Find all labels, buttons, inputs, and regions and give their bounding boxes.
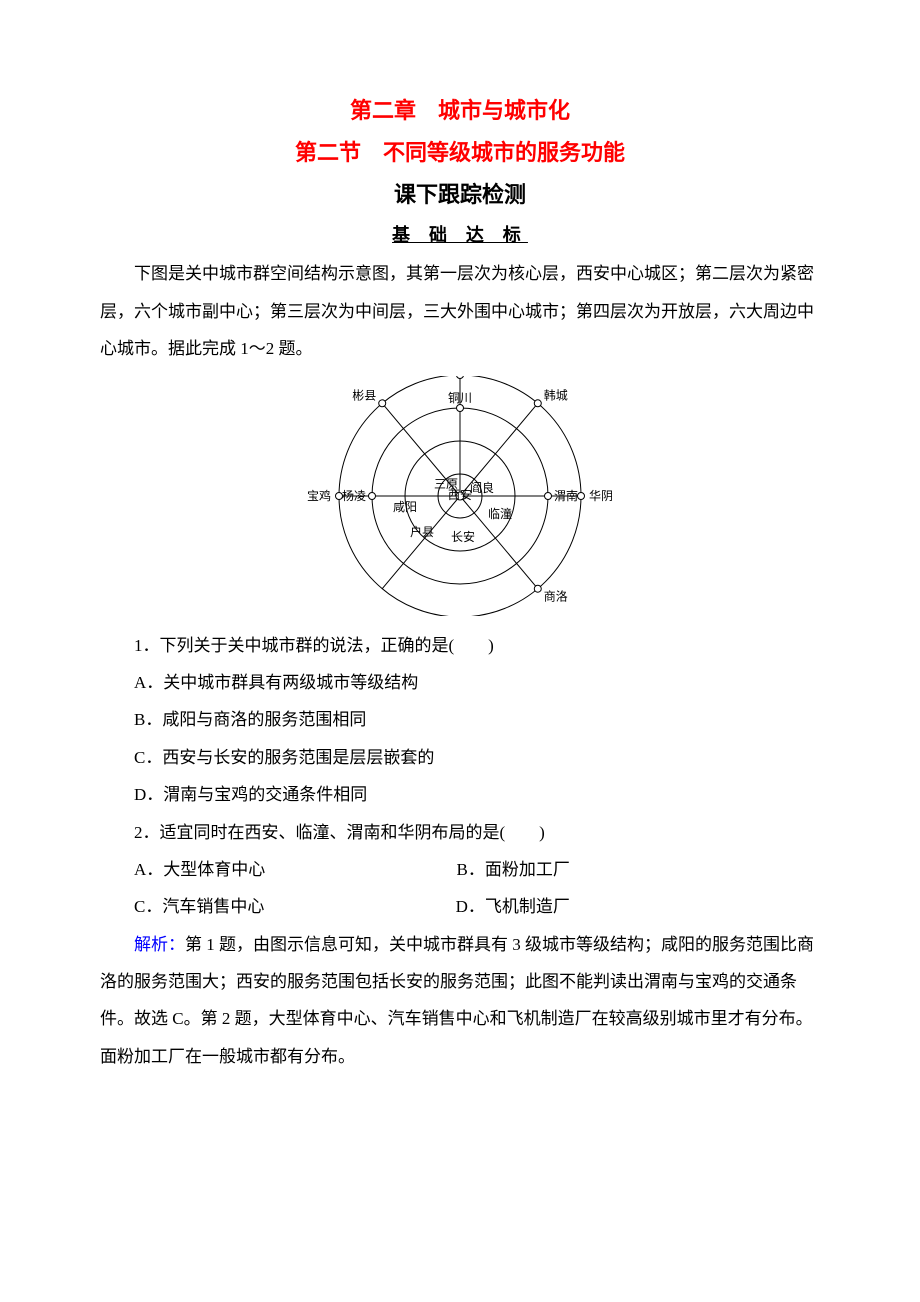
svg-text:彬县: 彬县 (352, 388, 376, 402)
q2-opt-c: C．汽车销售中心 (134, 897, 264, 916)
svg-text:户县: 户县 (410, 524, 434, 539)
q2-opt-d: D．飞机制造厂 (422, 888, 570, 925)
svg-text:渭南: 渭南 (554, 488, 578, 503)
svg-text:咸阳: 咸阳 (393, 500, 417, 514)
q1-opt-b: B．咸阳与商洛的服务范围相同 (100, 701, 820, 738)
q2-stem: 2．适宜同时在西安、临潼、渭南和华阴布局的是( ) (100, 814, 820, 851)
svg-text:商洛: 商洛 (544, 588, 568, 603)
section-title: 第二节 不同等级城市的服务功能 (100, 132, 820, 174)
svg-text:韩城: 韩城 (544, 387, 568, 402)
analysis-text: 第 1 题，由图示信息可知，关中城市群具有 3 级城市等级结构；咸阳的服务范围比… (100, 935, 814, 1066)
q2-opt-b: B．面粉加工厂 (423, 851, 570, 888)
analysis-label: 解析： (134, 935, 185, 954)
band-title: 基 础 达 标 (100, 221, 820, 247)
svg-text:华阴: 华阴 (589, 489, 613, 503)
q2-opts-row1: A．大型体育中心 B．面粉加工厂 (100, 851, 820, 888)
q1-opt-a: A．关中城市群具有两级城市等级结构 (100, 664, 820, 701)
intro-text-b: 据此完成 1～2 题。 (168, 339, 313, 358)
svg-text:铜川: 铜川 (448, 390, 472, 405)
svg-text:阎良: 阎良 (470, 480, 494, 495)
q1-opt-d: D．渭南与宝鸡的交通条件相同 (100, 776, 820, 813)
q2-opt-a: A．大型体育中心 (134, 860, 265, 879)
chapter-title: 第二章 城市与城市化 (100, 90, 820, 132)
q1-opt-c: C．西安与长安的服务范围是层层嵌套的 (100, 739, 820, 776)
intro-paragraph: 下图是关中城市群空间结构示意图，其第一层次为核心层，西安中心城区；第二层次为紧密… (100, 255, 820, 367)
analysis-paragraph: 解析：第 1 题，由图示信息可知，关中城市群具有 3 级城市等级结构；咸阳的服务… (100, 926, 820, 1076)
q1-stem: 1．下列关于关中城市群的说法，正确的是( ) (100, 627, 820, 664)
city-structure-diagram: 西安三原阎良临潼长安户县咸阳铜川渭南杨凌黄陵韩城华阴商洛宝鸡彬县 (100, 376, 820, 621)
svg-text:三原: 三原 (434, 477, 458, 491)
band-text: 基 础 达 标 (392, 225, 528, 245)
svg-text:宝鸡: 宝鸡 (307, 488, 331, 503)
svg-text:杨凌: 杨凌 (342, 488, 366, 503)
q2-opts-row2: C．汽车销售中心 D．飞机制造厂 (100, 888, 820, 925)
diagram-svg: 西安三原阎良临潼长安户县咸阳铜川渭南杨凌黄陵韩城华阴商洛宝鸡彬县 (290, 376, 630, 616)
svg-text:临潼: 临潼 (488, 506, 512, 521)
svg-text:长安: 长安 (451, 529, 475, 544)
subheading: 课下跟踪检测 (100, 174, 820, 216)
